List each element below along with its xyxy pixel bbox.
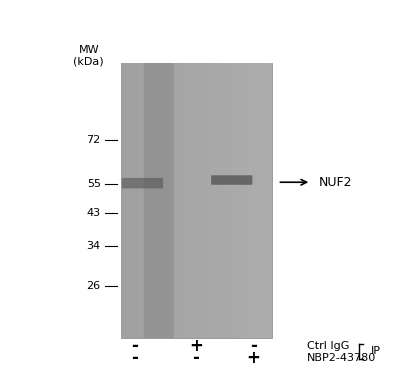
Text: +: + bbox=[247, 349, 260, 367]
Text: MW
(kDa): MW (kDa) bbox=[74, 45, 104, 67]
FancyBboxPatch shape bbox=[122, 178, 163, 188]
Text: -: - bbox=[131, 349, 138, 367]
Text: IP: IP bbox=[371, 346, 381, 356]
FancyBboxPatch shape bbox=[120, 64, 272, 337]
Text: NUF2: NUF2 bbox=[319, 176, 353, 189]
Text: 43: 43 bbox=[86, 208, 101, 218]
Text: -: - bbox=[131, 337, 138, 354]
Text: 26: 26 bbox=[86, 281, 101, 291]
Text: NBP2-43780: NBP2-43780 bbox=[307, 353, 376, 363]
Text: -: - bbox=[250, 337, 257, 354]
Text: +: + bbox=[189, 337, 203, 354]
Text: 55: 55 bbox=[87, 179, 101, 189]
Text: Ctrl IgG: Ctrl IgG bbox=[307, 340, 350, 350]
Text: -: - bbox=[192, 349, 200, 367]
Text: 34: 34 bbox=[86, 241, 101, 251]
Text: 72: 72 bbox=[86, 135, 101, 145]
FancyBboxPatch shape bbox=[211, 175, 252, 185]
